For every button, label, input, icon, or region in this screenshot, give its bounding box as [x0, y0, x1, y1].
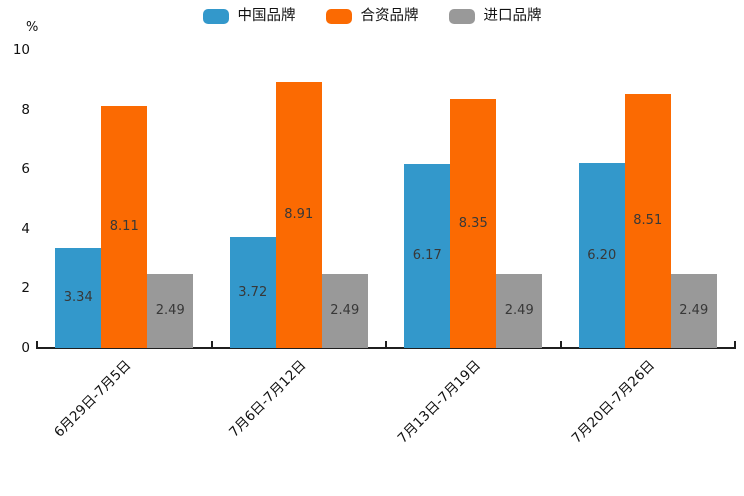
y-axis-unit-label: % — [26, 20, 39, 35]
legend-label: 合资品牌 — [360, 8, 419, 25]
y-tick-label: 0 — [21, 340, 30, 356]
bar-value-label: 2.49 — [504, 302, 534, 318]
bar-1-2 — [450, 99, 497, 348]
bar-value-label: 2.49 — [155, 302, 185, 318]
bar-0-3 — [578, 163, 625, 348]
x-axis-tick — [734, 341, 736, 347]
x-axis-tick — [385, 341, 387, 347]
bar-2-3 — [670, 273, 717, 348]
y-tick-label: 2 — [21, 280, 30, 297]
bar-value-label: 2.49 — [679, 302, 709, 318]
bar-1-3 — [624, 94, 671, 348]
y-tick-label: 8 — [21, 101, 30, 118]
legend-marker-icon — [325, 9, 352, 24]
legend-label: 进口品牌 — [483, 8, 542, 25]
bar-2-0 — [147, 273, 194, 348]
legend-marker-icon — [448, 9, 475, 24]
bar-value-label: 8.91 — [284, 207, 314, 223]
bar-2-1 — [321, 273, 368, 348]
bar-value-label: 8.35 — [458, 215, 488, 231]
x-axis-line — [36, 347, 736, 349]
bar-1-0 — [101, 106, 148, 348]
bar-0-2 — [404, 164, 451, 348]
legend-item-2[interactable]: 进口品牌 — [448, 8, 542, 25]
legend-label: 中国品牌 — [237, 8, 296, 25]
y-tick-label: 4 — [21, 220, 30, 237]
x-axis-tick — [36, 341, 38, 347]
x-tick-label: 6月29日-7月5日 — [51, 357, 135, 441]
bar-value-label: 6.17 — [412, 248, 442, 264]
bar-value-label: 3.72 — [238, 284, 268, 300]
x-tick-label: 7月6日-7月12日 — [226, 357, 310, 441]
chart-legend: 中国品牌 合资品牌 进口品牌 — [0, 9, 744, 24]
x-tick-label: 7月13日-7月19日 — [394, 357, 484, 447]
y-tick-label: 6 — [21, 161, 30, 178]
bar-value-label: 2.49 — [330, 302, 360, 318]
bar-value-label: 8.51 — [633, 213, 663, 229]
bar-0-1 — [229, 237, 276, 348]
legend-marker-icon — [202, 9, 229, 24]
bar-value-label: 8.11 — [109, 219, 139, 235]
bar-0-0 — [55, 248, 102, 348]
x-tick-label: 7月20日-7月26日 — [568, 357, 659, 447]
bar-1-1 — [275, 82, 322, 348]
bar-value-label: 6.20 — [587, 247, 617, 263]
bar-value-label: 3.34 — [63, 290, 93, 306]
bar-2-2 — [496, 273, 543, 348]
y-tick-label: 10 — [12, 42, 30, 58]
legend-item-0[interactable]: 中国品牌 — [202, 8, 296, 25]
legend-item-1[interactable]: 合资品牌 — [325, 8, 419, 25]
x-axis-tick — [210, 341, 213, 347]
x-axis-tick — [559, 341, 562, 347]
